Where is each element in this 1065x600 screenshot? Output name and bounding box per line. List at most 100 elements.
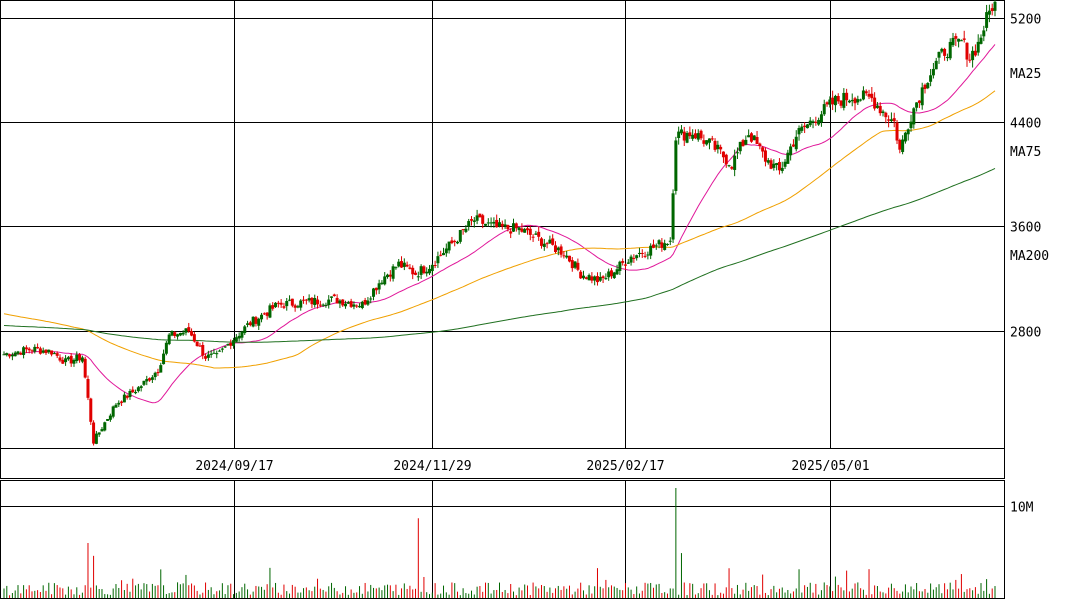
candle: [713, 138, 717, 152]
volume-bar: [994, 586, 996, 598]
candle-body: [114, 404, 118, 408]
volume-bar: [927, 592, 929, 598]
candle: [741, 138, 745, 147]
candle-body: [542, 243, 546, 247]
volume-bar: [554, 588, 556, 598]
volume-bar: [224, 594, 226, 598]
candle: [380, 280, 384, 286]
candle: [755, 130, 759, 145]
candle-body: [411, 267, 415, 275]
candle-body: [811, 121, 815, 123]
volume-bar: [678, 594, 680, 598]
candle: [531, 234, 535, 242]
candle-body: [394, 267, 398, 269]
candle-body: [257, 318, 261, 326]
volume-bar: [938, 584, 940, 598]
candle-body: [380, 282, 384, 284]
volume-bar: [179, 584, 181, 598]
candle-body: [422, 266, 426, 274]
volume-bar: [613, 586, 615, 598]
candle-body: [733, 155, 737, 170]
candle-body: [584, 277, 588, 279]
volume-bar: [294, 586, 296, 598]
candle: [990, 3, 994, 16]
candle-body: [122, 394, 126, 403]
volume-bar: [871, 594, 873, 598]
candle: [22, 345, 26, 359]
candle: [514, 222, 518, 232]
candle: [903, 131, 907, 144]
candle: [27, 347, 31, 354]
candle: [428, 265, 432, 276]
candle-body: [2, 354, 6, 356]
candle: [414, 270, 418, 276]
candle: [8, 353, 12, 359]
candle: [321, 303, 325, 307]
price-grid: [0, 0, 1004, 448]
volume-bar: [896, 590, 898, 598]
volume-bar: [711, 594, 713, 598]
volume-bar: [608, 587, 610, 598]
candle-body: [204, 356, 208, 359]
volume-bar: [955, 579, 957, 598]
candle: [791, 139, 795, 148]
candle-body: [957, 38, 961, 42]
candle: [780, 161, 784, 174]
candle: [363, 297, 367, 306]
candle-body: [612, 272, 616, 279]
candle: [229, 339, 233, 350]
candle: [685, 130, 689, 144]
candle-body: [747, 135, 751, 138]
candle: [349, 298, 353, 308]
candle: [332, 293, 336, 297]
candle-body: [836, 95, 840, 102]
candle-body: [24, 347, 28, 350]
candle-body: [33, 346, 37, 352]
volume-bar: [846, 570, 848, 598]
candle-body: [713, 140, 717, 150]
candle-body: [16, 351, 20, 354]
candle-body: [148, 378, 152, 381]
candle-body: [766, 160, 770, 163]
volume-bar: [51, 594, 53, 598]
candle: [447, 241, 451, 254]
candle: [458, 229, 462, 244]
candle: [887, 115, 891, 128]
candle-body: [212, 352, 216, 354]
candle: [842, 88, 846, 111]
candle: [968, 53, 972, 63]
volume-bar: [742, 589, 744, 598]
candle: [223, 346, 227, 348]
candle-body: [769, 160, 773, 169]
candle-body: [803, 125, 807, 128]
volume-bar: [826, 585, 828, 598]
candle-body: [912, 108, 916, 125]
candle-body: [89, 398, 93, 422]
candle-body: [864, 91, 868, 94]
candle-body: [103, 422, 107, 431]
volume-bar: [28, 585, 30, 598]
candle: [201, 342, 205, 360]
candle-body: [598, 276, 602, 281]
candle-body: [330, 296, 334, 298]
candle: [444, 243, 448, 257]
volume-bar: [731, 588, 733, 598]
volume-bar: [196, 590, 198, 598]
volume-bar: [213, 594, 215, 598]
candle-body: [615, 269, 619, 275]
candle: [243, 325, 247, 335]
candle-body: [548, 239, 552, 244]
volume-bar: [848, 591, 850, 598]
volume-bar: [375, 588, 377, 598]
volume-bar: [801, 592, 803, 598]
candle-body: [814, 121, 818, 123]
candle: [402, 258, 406, 271]
candle-body: [920, 87, 924, 106]
volume-bar: [563, 586, 565, 598]
candle-body: [456, 241, 460, 244]
volume-bar: [627, 587, 629, 598]
candle-body: [131, 389, 135, 393]
candle: [892, 112, 896, 128]
candle: [262, 312, 266, 315]
candle-body: [55, 353, 59, 356]
